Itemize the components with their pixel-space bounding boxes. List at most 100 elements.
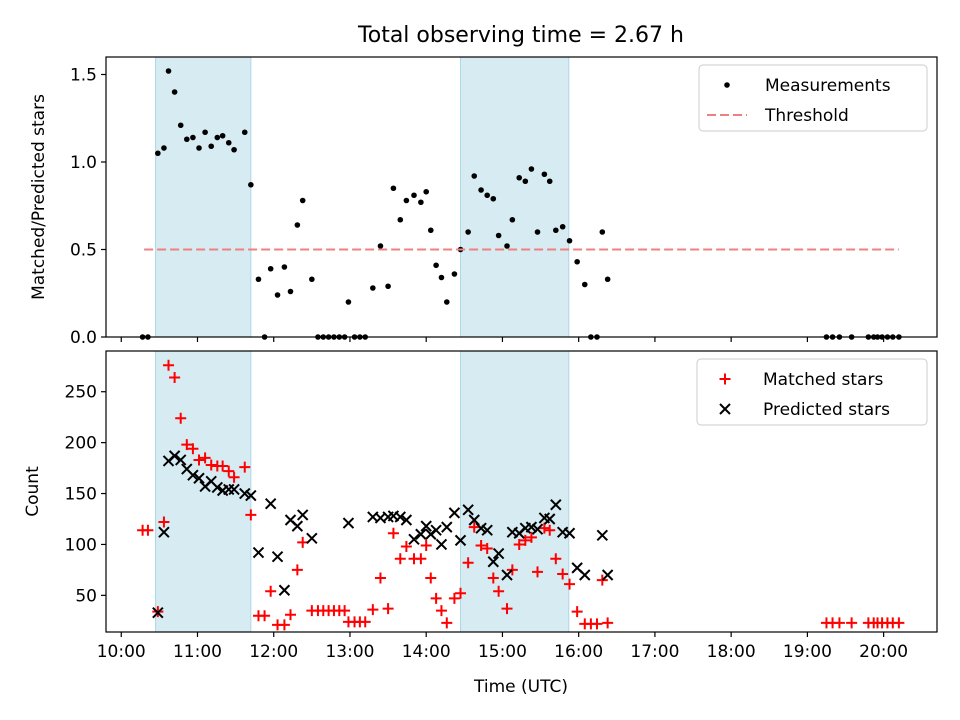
y-tick-label: 50 — [75, 586, 97, 606]
data-point — [385, 283, 391, 290]
axes-frame — [105, 56, 938, 338]
data-point — [245, 509, 257, 521]
data-point — [278, 584, 291, 596]
data-point — [202, 129, 208, 136]
data-point — [487, 556, 499, 568]
data-point — [490, 195, 497, 202]
data-point — [454, 534, 467, 547]
data-point — [158, 516, 170, 528]
data-point — [264, 498, 277, 510]
y-tick-label: 0.0 — [70, 328, 97, 348]
data-point — [435, 538, 448, 551]
data-point — [193, 454, 205, 466]
data-point — [374, 572, 386, 584]
y-tick-label: 1.0 — [70, 153, 97, 173]
data-point — [596, 529, 609, 541]
data-point — [342, 517, 355, 529]
data-point — [420, 539, 432, 551]
data-point — [394, 553, 406, 565]
x-tick-label: 11:00 — [173, 642, 222, 662]
data-point — [225, 139, 232, 146]
data-point — [833, 617, 845, 629]
x-tick-label: 17:00 — [630, 642, 679, 662]
data-point — [387, 527, 399, 539]
data-point — [411, 192, 417, 199]
data-point — [455, 587, 467, 599]
data-point — [187, 469, 199, 481]
data-point — [267, 265, 274, 272]
data-point — [538, 522, 550, 534]
data-point — [400, 540, 412, 552]
data-point — [591, 618, 603, 630]
data-point — [177, 122, 184, 129]
data-point — [506, 564, 518, 576]
data-point — [184, 136, 190, 143]
x-tick-label: 13:00 — [325, 642, 374, 662]
data-point — [155, 150, 161, 157]
data-point — [451, 271, 458, 277]
data-point — [516, 174, 523, 181]
data-point — [534, 229, 541, 235]
data-point — [519, 534, 531, 546]
data-point — [493, 585, 505, 597]
data-point — [574, 258, 580, 265]
data-point — [528, 166, 535, 172]
data-point — [390, 185, 397, 192]
data-point — [152, 606, 164, 619]
data-point — [408, 533, 420, 546]
data-point — [443, 299, 450, 305]
data-point — [557, 568, 569, 580]
data-point — [382, 603, 394, 615]
y-tick-label: 100 — [65, 535, 97, 555]
data-point — [427, 227, 434, 234]
data-point — [163, 359, 175, 371]
data-point — [425, 572, 437, 584]
data-point — [559, 223, 566, 230]
data-point — [239, 487, 251, 500]
data-point — [462, 504, 474, 516]
data-point — [531, 523, 544, 535]
data-point — [478, 187, 484, 193]
data-point — [284, 609, 296, 621]
x-tick-label: 15:00 — [478, 642, 527, 662]
x-tick-label: 18:00 — [707, 642, 756, 662]
data-point — [430, 524, 442, 536]
data-point — [596, 574, 608, 586]
data-point — [287, 288, 294, 295]
y-axis: 50 100 150 200 250 — [65, 383, 106, 606]
data-point — [271, 550, 284, 563]
x-axis: 10:00 11:00 12:00 13:00 14:00 15:00 16:00 17:00… — [97, 632, 908, 662]
y-tick-label: 1.5 — [70, 66, 97, 86]
data-point — [420, 520, 432, 532]
legend: Measurements Threshold — [698, 64, 928, 132]
data-point — [433, 262, 439, 269]
legend-marker — [719, 403, 731, 415]
data-point — [501, 569, 513, 581]
data-point — [522, 178, 529, 185]
data-point — [601, 569, 614, 581]
data-point — [471, 173, 478, 179]
data-point — [438, 274, 445, 281]
data-point — [345, 299, 352, 305]
data-point — [435, 605, 447, 617]
data-point — [190, 134, 196, 141]
data-point — [504, 243, 510, 249]
data-point — [158, 526, 170, 538]
data-point — [546, 178, 553, 185]
data-point — [487, 572, 499, 584]
data-point — [245, 489, 257, 502]
legend-label: Matched stars — [763, 370, 883, 390]
data-point — [359, 616, 371, 628]
data-point — [377, 243, 384, 249]
x-tick-label: 12:00 — [249, 642, 298, 662]
x-tick-label: 19:00 — [783, 642, 832, 662]
data-point — [475, 539, 487, 551]
data-point — [193, 472, 205, 484]
y-tick-label: 0.5 — [70, 241, 97, 261]
data-point — [187, 443, 199, 455]
data-point — [441, 617, 453, 629]
data-point — [142, 524, 154, 536]
data-point — [306, 532, 318, 545]
data-point — [468, 521, 480, 533]
